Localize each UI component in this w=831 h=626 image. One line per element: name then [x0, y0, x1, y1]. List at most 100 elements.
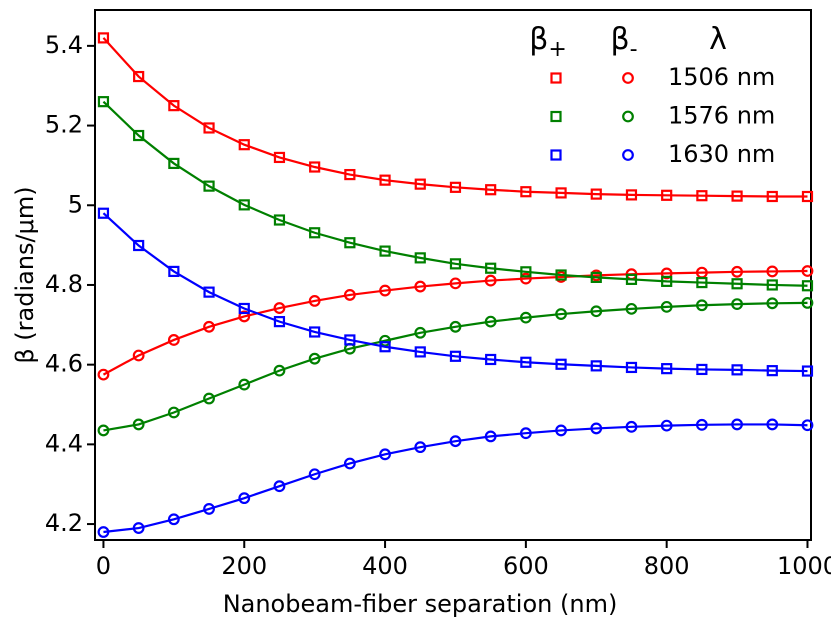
- square-marker: [203, 286, 215, 298]
- square-marker: [485, 353, 497, 366]
- circle-marker: [625, 302, 638, 315]
- legend-header-symbol: β: [610, 22, 629, 57]
- square-marker: [414, 346, 426, 358]
- circle-marker: [622, 149, 634, 161]
- legend-header: β+: [529, 22, 567, 63]
- x-tick-label: 0: [96, 552, 111, 580]
- square-marker: [273, 214, 286, 226]
- square-marker: [203, 122, 215, 134]
- square-marker: [731, 190, 743, 202]
- square-marker: [133, 239, 145, 252]
- circle-marker: [555, 424, 567, 437]
- square-marker: [414, 178, 426, 190]
- square-marker: [555, 187, 567, 199]
- circle-marker: [695, 299, 708, 312]
- square-marker: [590, 271, 602, 283]
- circle-marker: [343, 457, 356, 470]
- square-marker: [309, 161, 321, 173]
- circle-marker: [203, 503, 215, 515]
- square-marker: [661, 189, 673, 201]
- square-marker: [731, 364, 743, 376]
- square-marker: [801, 365, 814, 377]
- circle-marker: [449, 277, 462, 290]
- circle-marker: [273, 364, 286, 377]
- y-tick-label: 4.2: [45, 509, 83, 537]
- circle-marker: [238, 378, 251, 391]
- y-tick-label: 5.4: [45, 31, 83, 59]
- square-marker: [168, 100, 180, 112]
- circle-marker: [484, 274, 497, 287]
- fit-line: [102, 212, 808, 373]
- circle-marker: [132, 522, 145, 534]
- square-marker: [449, 258, 462, 270]
- circle-marker: [97, 424, 110, 437]
- square-marker: [661, 363, 673, 375]
- square-marker: [133, 129, 145, 142]
- square-marker: [590, 360, 602, 372]
- circle-marker: [801, 296, 814, 309]
- y-tick-label: 4.4: [45, 429, 83, 457]
- fit-line: [103, 423, 808, 534]
- legend-header-symbol: λ: [709, 22, 727, 57]
- square-marker: [766, 365, 778, 377]
- circle-marker: [167, 406, 180, 419]
- circle-marker: [660, 300, 673, 313]
- square-marker: [449, 350, 462, 362]
- circle-marker: [308, 352, 321, 365]
- square-marker: [731, 278, 743, 290]
- circle-marker: [379, 284, 391, 297]
- circle-marker: [449, 435, 462, 448]
- fit-line: [103, 301, 808, 432]
- square-marker: [801, 280, 814, 292]
- y-tick-label: 5.2: [45, 111, 83, 139]
- square-marker: [344, 168, 356, 181]
- square-marker: [238, 199, 250, 211]
- circle-marker: [203, 320, 215, 333]
- circle-marker: [590, 305, 603, 318]
- circle-marker: [519, 311, 532, 324]
- square-marker: [379, 245, 391, 257]
- circle-marker: [97, 368, 110, 381]
- circle-marker: [660, 419, 673, 432]
- square-marker: [168, 265, 180, 278]
- legend-entry: 1576 nm: [550, 102, 775, 130]
- circle-marker: [132, 349, 145, 362]
- square-marker: [520, 356, 532, 368]
- y-tick-label: 4.6: [45, 350, 83, 378]
- legend-header: λ: [709, 22, 727, 57]
- x-tick-label: 1000: [777, 552, 831, 580]
- circle-marker: [555, 308, 567, 320]
- circle-marker: [625, 420, 638, 433]
- circle-marker: [97, 526, 110, 538]
- circle-marker: [731, 265, 743, 278]
- circle-marker: [766, 265, 779, 278]
- square-marker: [520, 186, 532, 198]
- square-marker: [550, 110, 562, 123]
- circle-marker: [660, 267, 673, 280]
- square-marker: [801, 190, 814, 203]
- square-marker: [696, 276, 708, 289]
- circle-marker: [519, 427, 532, 440]
- square-marker: [485, 262, 497, 274]
- circle-marker: [449, 320, 462, 333]
- square-marker: [344, 334, 356, 346]
- square-marker: [625, 189, 638, 201]
- circle-marker: [414, 441, 427, 454]
- y-tick-label: 4.8: [45, 270, 83, 298]
- circle-marker: [132, 418, 145, 431]
- legend-label: 1576 nm: [668, 102, 775, 130]
- square-marker: [520, 266, 532, 278]
- circle-marker: [238, 492, 251, 505]
- square-marker: [625, 273, 638, 285]
- square-marker: [379, 341, 391, 353]
- legend-entry: 1630 nm: [550, 140, 775, 168]
- circle-marker: [414, 280, 427, 293]
- circle-marker: [766, 297, 779, 310]
- y-tick-label: 5: [68, 190, 83, 218]
- circle-marker: [695, 418, 708, 431]
- square-marker: [97, 32, 110, 44]
- square-marker: [344, 237, 356, 249]
- square-marker: [485, 184, 497, 196]
- circle-marker: [590, 422, 603, 435]
- square-marker: [555, 358, 567, 370]
